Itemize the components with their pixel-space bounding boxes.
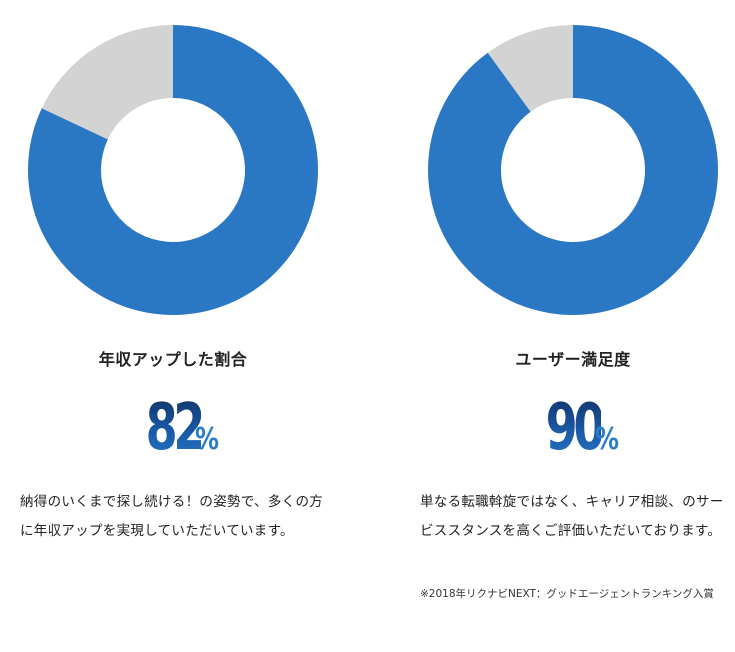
stat-percentage: 82% — [8, 388, 338, 468]
percent-sign: % — [594, 422, 619, 457]
stat-title: 年収アップした割合 — [98, 350, 248, 369]
donut-slice-filled — [428, 25, 718, 316]
donut-chart-satisfaction — [428, 25, 718, 316]
donut-slice-remaining — [487, 25, 573, 112]
donut-slice-filled — [27, 25, 319, 315]
stat-title: ユーザー満足度 — [515, 350, 631, 369]
stat-description: 単なる転職斡旋ではなく、キャリア相談、のサービススタンスを高くご評価いただいてお… — [420, 494, 724, 539]
donut-chart-income — [27, 25, 319, 315]
percent-sign: % — [194, 422, 219, 457]
stat-value: 82 — [146, 388, 206, 468]
stat-value: 90 — [546, 388, 606, 468]
stat-description: 納得のいくまで探し続ける！の姿勢で、多くの方に年収アップを実現していただいていま… — [20, 494, 324, 539]
donut-slice-remaining — [41, 25, 173, 140]
footnote: ※2018年リクナビNEXT：グッドエージェントランキング入賞 — [420, 588, 714, 600]
stat-percentage: 90% — [408, 388, 735, 468]
